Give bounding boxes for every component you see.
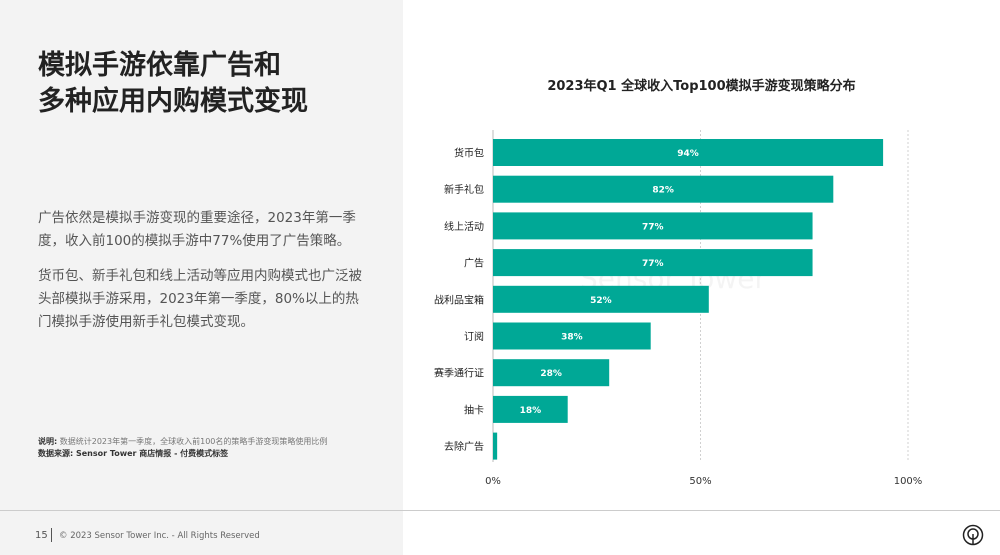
bar [493, 249, 813, 277]
category-label: 抽卡 [464, 403, 484, 416]
x-tick-label: 0% [485, 476, 501, 487]
footer-separator [51, 528, 52, 542]
bar [493, 175, 834, 203]
data-label: 38% [561, 333, 583, 343]
data-label: 52% [590, 296, 612, 306]
note: 说明: 数据统计2023年第一季度，全球收入前100名的策略手游变现策略使用比例 [38, 436, 327, 448]
category-label: 新手礼包 [444, 183, 484, 196]
category-label: 广告 [464, 257, 484, 270]
note-text: 数据统计2023年第一季度，全球收入前100名的策略手游变现策略使用比例 [59, 437, 328, 446]
bar [493, 285, 709, 313]
bar [493, 322, 651, 350]
left-panel [0, 0, 403, 555]
bar-chart: 0% 50% 100% 货币包 94% 新手礼包 82% 线上活动 77% 广告 77% 战利品宝箱 5… [434, 130, 923, 487]
footer-divider [0, 510, 1000, 511]
paragraph-ads: 广告依然是模拟手游变现的重要途径，2023年第一季度，收入前100的模拟手游中7… [38, 210, 356, 249]
category-label: 线上活动 [444, 220, 484, 233]
data-label: 94% [677, 149, 699, 159]
category-label: 货币包 [454, 147, 484, 160]
data-label: 82% [652, 186, 674, 196]
note-label: 说明: [38, 437, 58, 446]
category-label: 去除广告 [444, 440, 484, 453]
bar [493, 359, 610, 387]
category-label: 赛季通行证 [434, 367, 484, 380]
title-line-1: 模拟手游依靠广告和 [38, 50, 281, 81]
sensor-tower-logo-icon [962, 524, 984, 546]
page-title: 模拟手游依靠广告和 多种应用内购模式变现 [38, 48, 308, 120]
copyright: © 2023 Sensor Tower Inc. - All Rights Re… [59, 531, 260, 541]
data-label: 18% [520, 406, 542, 416]
x-tick-label: 50% [689, 476, 711, 487]
chart-title: 2023年Q1 全球收入Top100模拟手游变现策略分布 [547, 79, 856, 94]
bar [493, 212, 813, 240]
data-label: 28% [540, 369, 562, 379]
data-source: 数据来源: Sensor Tower 商店情报 - 付费模式标签 [38, 449, 229, 458]
bar [493, 395, 568, 423]
data-label: 77% [642, 259, 664, 269]
category-label: 订阅 [464, 330, 484, 343]
data-label: 77% [642, 222, 664, 232]
bar [493, 139, 884, 166]
x-tick-label: 100% [894, 476, 923, 487]
title-line-2: 多种应用内购模式变现 [38, 86, 308, 117]
page-number: 15 [35, 530, 48, 541]
paragraph-iap: 货币包、新手礼包和线上活动等应用内购模式也广泛被头部模拟手游采用，2023年第一… [38, 268, 362, 330]
bar [493, 432, 498, 460]
category-label: 战利品宝箱 [434, 293, 484, 306]
